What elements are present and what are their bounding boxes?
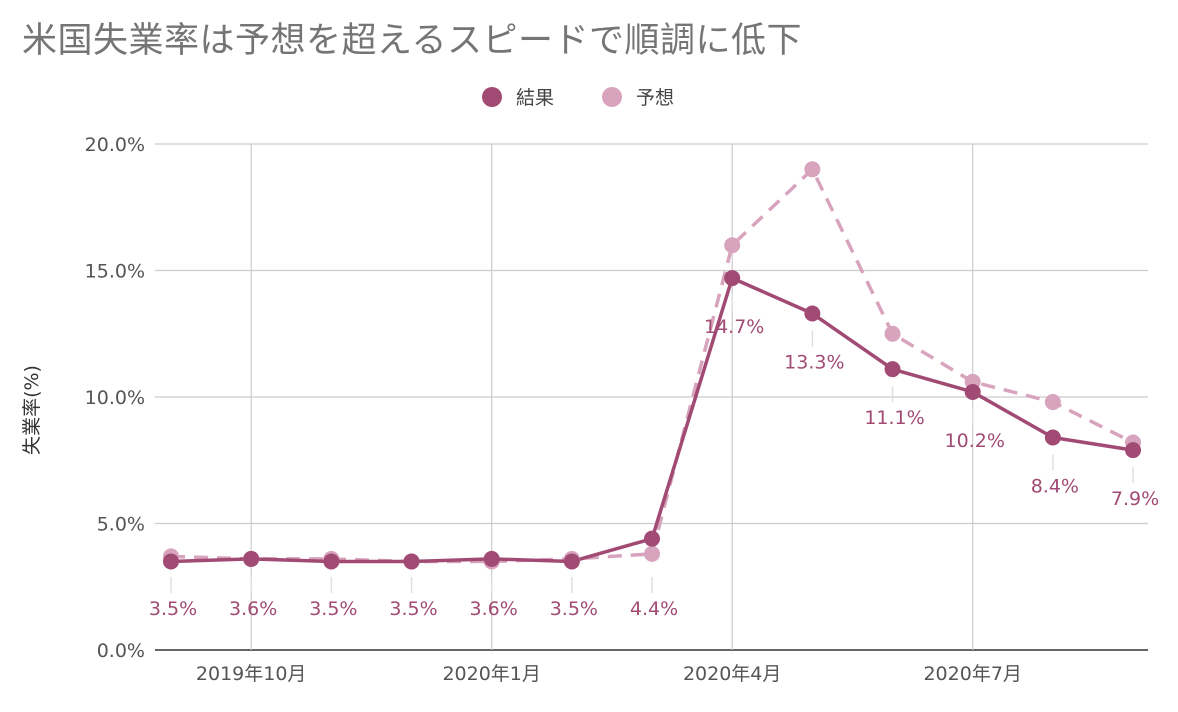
data-point-結果 bbox=[724, 270, 741, 287]
y-tick-label: 15.0% bbox=[85, 261, 145, 283]
axes: 0.0% 5.0% 10.0% 15.0% 20.0% 2019年10月 2020年1月 20… bbox=[85, 134, 1022, 685]
data-label: 14.7% bbox=[704, 316, 764, 338]
legend-marker-予想 bbox=[602, 87, 622, 107]
legend-marker-結果 bbox=[482, 87, 502, 107]
data-point-結果 bbox=[1044, 429, 1061, 446]
data-point-結果 bbox=[323, 553, 340, 570]
data-label: 3.5% bbox=[389, 598, 437, 620]
data-label: 13.3% bbox=[784, 352, 844, 374]
data-label: 7.9% bbox=[1111, 488, 1159, 510]
x-tick-label: 2020年4月 bbox=[683, 663, 781, 685]
legend: 結果 予想 bbox=[482, 87, 674, 109]
data-point-予想 bbox=[804, 161, 821, 178]
grid-lines bbox=[155, 143, 1148, 651]
data-point-予想 bbox=[644, 545, 661, 562]
data-point-結果 bbox=[403, 553, 420, 570]
legend-label: 結果 bbox=[516, 87, 554, 109]
data-point-予想 bbox=[884, 325, 901, 342]
y-tick-label: 0.0% bbox=[97, 640, 145, 662]
data-point-結果 bbox=[804, 305, 821, 322]
data-label: 3.6% bbox=[470, 598, 518, 620]
data-point-結果 bbox=[964, 383, 981, 400]
data-point-予想 bbox=[724, 237, 741, 254]
series-line-予想 bbox=[170, 167, 1134, 564]
data-label: 3.5% bbox=[149, 598, 197, 620]
data-point-結果 bbox=[563, 553, 580, 570]
series-layer bbox=[163, 161, 1142, 570]
data-label: 3.6% bbox=[229, 598, 277, 620]
data-point-予想 bbox=[1044, 394, 1061, 411]
y-tick-label: 10.0% bbox=[85, 387, 145, 409]
y-tick-label: 5.0% bbox=[97, 514, 145, 536]
data-label: 10.2% bbox=[945, 430, 1005, 452]
data-label: 3.5% bbox=[550, 598, 598, 620]
data-label: 11.1% bbox=[864, 407, 924, 429]
chart-title: 米国失業率は予想を超えるスピードで順調に低下 bbox=[22, 21, 802, 61]
data-point-結果 bbox=[163, 553, 179, 570]
data-label: 4.4% bbox=[630, 598, 678, 620]
y-axis-label: 失業率(%) bbox=[21, 365, 43, 455]
data-point-結果 bbox=[644, 530, 661, 547]
data-point-結果 bbox=[1125, 442, 1142, 459]
data-point-結果 bbox=[483, 550, 500, 567]
data-point-結果 bbox=[243, 550, 260, 567]
series-line-結果 bbox=[170, 276, 1134, 564]
x-tick-label: 2020年1月 bbox=[442, 663, 540, 685]
x-tick-label: 2020年7月 bbox=[923, 663, 1021, 685]
data-point-結果 bbox=[884, 361, 901, 378]
data-label: 3.5% bbox=[309, 598, 357, 620]
legend-label: 予想 bbox=[636, 87, 674, 109]
data-label: 8.4% bbox=[1031, 475, 1079, 497]
data-labels: 3.5% 3.6% 3.5% 3.5% 3.6% 3.5% 4.4% 14.7% 13.3% 11… bbox=[149, 295, 1159, 620]
x-tick-label: 2019年10月 bbox=[196, 663, 307, 685]
y-tick-label: 20.0% bbox=[85, 134, 145, 156]
